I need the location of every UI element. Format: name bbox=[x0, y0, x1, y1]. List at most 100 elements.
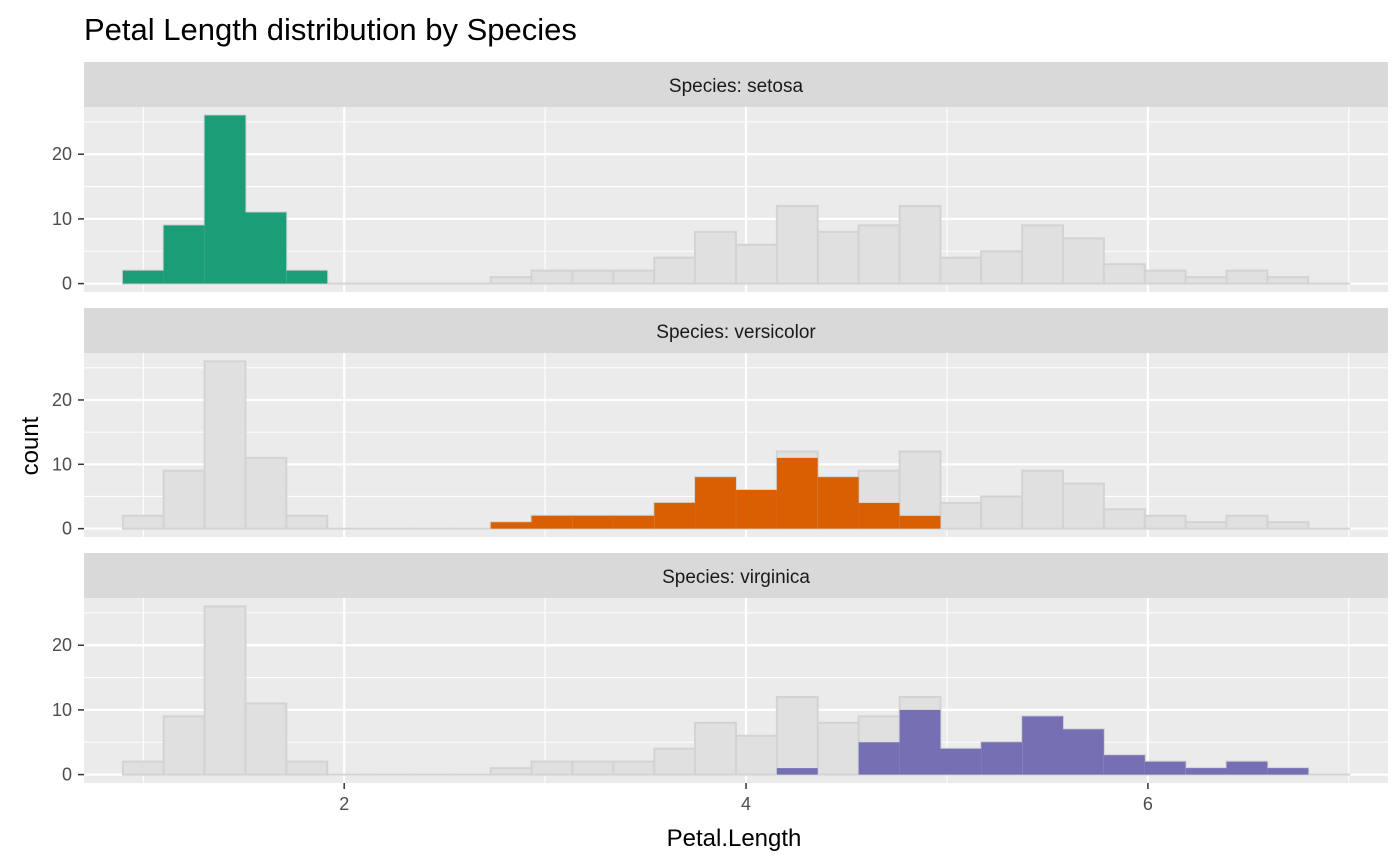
y-axis-title: count bbox=[17, 416, 44, 475]
background-bar bbox=[694, 721, 737, 776]
background-bar bbox=[816, 230, 860, 285]
bar-versicolor bbox=[572, 515, 614, 529]
bar-versicolor bbox=[613, 515, 655, 529]
background-bar bbox=[653, 256, 697, 285]
facet-panel-versicolor: Species: versicolor 0 10 20 bbox=[52, 308, 1388, 539]
bar-versicolor bbox=[736, 490, 777, 529]
facet-panel-virginica: Species: virginica 0 10 20 bbox=[52, 553, 1388, 785]
background-bar bbox=[203, 360, 247, 530]
background-bar bbox=[489, 276, 533, 285]
bar-setosa bbox=[122, 270, 164, 284]
background-bar bbox=[1102, 508, 1146, 530]
background-bar bbox=[1225, 269, 1269, 285]
background-bar bbox=[571, 760, 615, 776]
background-bar bbox=[285, 760, 329, 776]
bar-setosa bbox=[245, 212, 287, 284]
background-bar bbox=[489, 767, 533, 776]
facet-strip-label: Species: virginica bbox=[662, 567, 810, 588]
background-bar bbox=[571, 269, 615, 285]
background-bar bbox=[735, 243, 778, 285]
bar-virginica bbox=[1185, 768, 1227, 775]
bar-virginica bbox=[1267, 768, 1309, 775]
background-bar bbox=[939, 501, 983, 530]
y-tick-label: 20 bbox=[52, 144, 72, 164]
y-tick-label: 0 bbox=[62, 274, 72, 294]
facet-strip-label: Species: versicolor bbox=[656, 322, 816, 343]
background-bar bbox=[1102, 263, 1146, 285]
facet-strip-label: Species: setosa bbox=[669, 76, 804, 97]
background-bar bbox=[980, 495, 1024, 530]
series-histogram-setosa bbox=[122, 115, 328, 284]
y-tick-label: 20 bbox=[52, 635, 72, 655]
background-bar bbox=[1143, 269, 1187, 285]
y-tick-label: 10 bbox=[52, 700, 72, 720]
background-bar bbox=[1266, 521, 1310, 530]
bar-virginica bbox=[1103, 755, 1145, 775]
background-bar bbox=[980, 250, 1024, 285]
bar-virginica bbox=[776, 768, 818, 775]
bar-virginica bbox=[1022, 716, 1064, 775]
x-axis: 2 4 6 bbox=[339, 783, 1153, 814]
bar-virginica bbox=[858, 742, 900, 775]
background-bar bbox=[162, 469, 206, 530]
x-tick-label: 4 bbox=[741, 794, 751, 814]
series-histogram-versicolor bbox=[490, 457, 941, 529]
y-tick-label: 0 bbox=[62, 765, 72, 785]
x-tick-label: 2 bbox=[339, 794, 349, 814]
bar-virginica bbox=[899, 709, 941, 775]
background-bar bbox=[1184, 521, 1228, 530]
bar-virginica bbox=[1062, 729, 1104, 775]
bar-virginica bbox=[1144, 761, 1186, 775]
chart-title: Petal Length distribution by Species bbox=[84, 12, 577, 47]
background-bar bbox=[1266, 276, 1310, 285]
background-bar bbox=[530, 269, 574, 285]
background-bar bbox=[612, 760, 656, 776]
background-bar bbox=[1061, 237, 1105, 285]
bar-versicolor bbox=[776, 457, 818, 529]
bar-versicolor bbox=[858, 502, 900, 529]
y-tick-label: 10 bbox=[52, 454, 72, 474]
x-axis-title: Petal.Length bbox=[667, 825, 802, 852]
facet-strip bbox=[84, 553, 1388, 598]
background-bar bbox=[1225, 514, 1269, 530]
facet-panels: Species: setosa 0 10 20 Species: versicolor 0… bbox=[52, 62, 1388, 785]
background-bar bbox=[612, 269, 656, 285]
facet-strip bbox=[84, 62, 1388, 107]
background-bar bbox=[939, 256, 983, 285]
bar-versicolor bbox=[695, 477, 736, 529]
y-tick-label: 10 bbox=[52, 209, 72, 229]
background-bar bbox=[653, 747, 697, 776]
background-bar bbox=[898, 204, 942, 285]
background-bar bbox=[857, 224, 901, 285]
background-bar bbox=[816, 721, 860, 776]
background-bar bbox=[775, 695, 819, 776]
background-bar bbox=[530, 760, 574, 776]
background-bar bbox=[121, 760, 165, 776]
bar-setosa bbox=[163, 225, 205, 284]
background-bar bbox=[1143, 514, 1187, 530]
facet-strip bbox=[84, 308, 1388, 353]
background-bar bbox=[1021, 469, 1065, 530]
series-histogram-virginica bbox=[776, 709, 1309, 775]
background-bar bbox=[1021, 224, 1065, 285]
x-tick-label: 6 bbox=[1143, 794, 1153, 814]
bar-versicolor bbox=[490, 522, 532, 529]
bar-virginica bbox=[981, 742, 1023, 775]
bar-virginica bbox=[940, 748, 982, 775]
background-bar bbox=[1184, 276, 1228, 285]
background-bar bbox=[244, 456, 288, 530]
bar-versicolor bbox=[817, 477, 859, 529]
background-bar bbox=[735, 734, 778, 776]
bar-virginica bbox=[1226, 761, 1268, 775]
bar-versicolor bbox=[531, 515, 573, 529]
bar-versicolor bbox=[654, 502, 696, 529]
background-bar bbox=[203, 605, 247, 776]
bar-versicolor bbox=[899, 515, 941, 529]
background-bar bbox=[285, 514, 329, 530]
y-tick-label: 0 bbox=[62, 519, 72, 539]
bar-setosa bbox=[204, 115, 246, 284]
background-bar bbox=[162, 715, 206, 776]
background-bar bbox=[775, 204, 819, 285]
background-bar bbox=[1061, 482, 1105, 530]
background-bar bbox=[694, 230, 737, 285]
